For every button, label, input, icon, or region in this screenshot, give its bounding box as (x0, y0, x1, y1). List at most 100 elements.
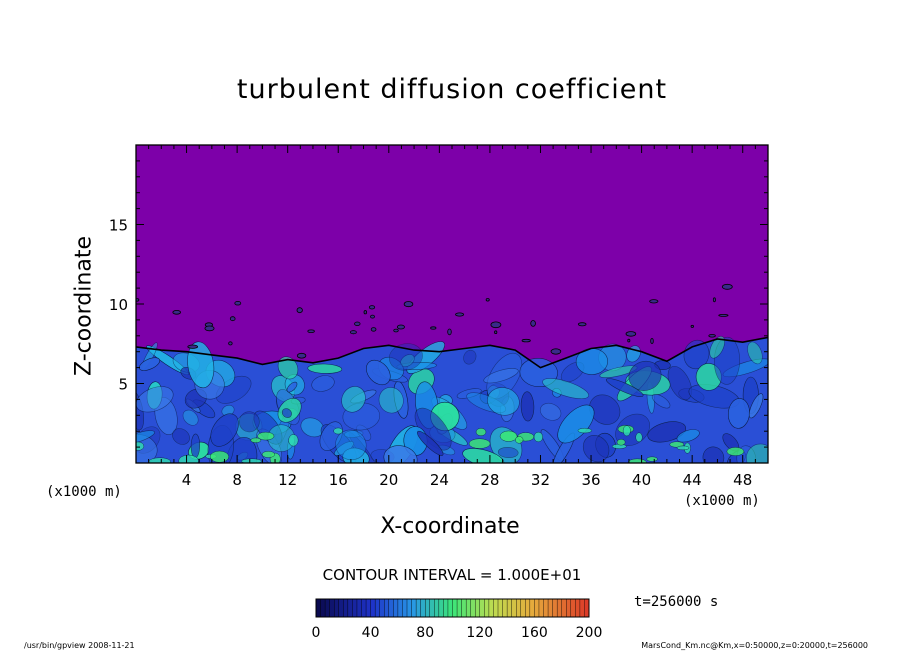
colorbar-strip (420, 598, 426, 618)
turbulent-eddy (238, 411, 260, 433)
turbulent-field (136, 283, 768, 463)
x-tick-label: 48 (733, 471, 752, 489)
x-tick-label: 28 (480, 471, 499, 489)
x-tick-label: 36 (581, 471, 600, 489)
x-unit-right: (x1000 m) (684, 493, 760, 509)
colorbar-strip (365, 598, 372, 618)
turbulent-eddy (307, 363, 343, 374)
x-tick-label: 40 (632, 471, 651, 489)
small-contour (627, 338, 631, 343)
colorbar-strip (425, 598, 431, 618)
colorbar-strip (529, 598, 535, 618)
colorbar-strip (343, 598, 349, 618)
small-contour (521, 338, 531, 343)
colorbar-strip (506, 598, 513, 618)
colorbar-strip (388, 598, 394, 618)
colorbar-strip (511, 598, 517, 618)
high-diffusivity-spot (499, 430, 518, 442)
turbulent-eddy (281, 408, 292, 418)
turbulent-eddy (626, 345, 641, 363)
small-contour (229, 316, 236, 322)
colorbar-strip (329, 598, 335, 618)
colorbar-strip (484, 598, 490, 618)
turbulent-eddy (311, 375, 335, 392)
small-contour (370, 314, 375, 319)
colorbar-strip (384, 598, 390, 618)
colorbar-strip (525, 598, 531, 618)
small-contour (494, 330, 498, 335)
turbulent-eddy (366, 359, 391, 386)
y-tick-label: 10 (109, 296, 128, 314)
turbulent-eddy (746, 443, 768, 463)
high-diffusivity-spot (261, 450, 275, 458)
colorbar-strip (320, 598, 326, 618)
small-contour (296, 307, 303, 314)
x-tick-label: 4 (182, 471, 192, 489)
turbulent-eddy (487, 387, 520, 416)
small-contour (718, 313, 729, 317)
turbulent-eddy (335, 429, 367, 461)
small-contour (650, 338, 654, 344)
turbulent-eddy (647, 421, 687, 443)
colorbar-strip (452, 598, 458, 618)
turbulent-eddy (497, 446, 519, 459)
turbulent-eddy (190, 433, 201, 459)
colorbar-strip (456, 598, 463, 618)
turbulent-eddy (341, 386, 366, 413)
colorbar-strip (470, 598, 476, 618)
small-contour (447, 328, 452, 336)
small-contour (712, 297, 716, 303)
turbulent-eddy (182, 409, 199, 426)
chart-title: turbulent diffusion coefficient (236, 74, 668, 105)
small-contour (530, 320, 536, 327)
small-contour (721, 283, 733, 290)
small-contour (296, 352, 307, 359)
footer-left: /usr/bin/gpview 2008-11-21 (24, 641, 135, 650)
high-diffusivity-spot (241, 458, 262, 463)
high-diffusivity-spot (646, 456, 658, 462)
colorbar-strip (352, 598, 358, 618)
time-label: t=256000 s (634, 594, 719, 610)
colorbar-strip (415, 598, 422, 618)
x-tick-label: 32 (531, 471, 550, 489)
colorbar-strip (497, 598, 504, 618)
high-diffusivity-spot (726, 447, 745, 456)
small-contour (368, 305, 376, 310)
small-contour (393, 328, 399, 333)
small-contour (550, 348, 562, 355)
colorbar-strip (356, 598, 363, 618)
x-tick-label: 12 (278, 471, 297, 489)
high-diffusivity-spot (250, 437, 262, 443)
high-diffusivity-spot (257, 431, 275, 441)
x-unit-left: (x1000 m) (46, 484, 122, 500)
colorbar-strip (334, 598, 340, 618)
colorbar-strip (429, 598, 435, 618)
colorbar-strip (443, 598, 449, 618)
colorbar-strip (406, 598, 413, 618)
turbulent-eddy (138, 357, 161, 371)
high-diffusivity-spot (635, 432, 643, 443)
high-diffusivity-spot (475, 427, 487, 437)
small-contour (187, 344, 199, 349)
small-contour (204, 325, 215, 332)
colorbar-strip (547, 598, 554, 618)
high-diffusivity-spot (616, 438, 626, 446)
turbulent-eddy (286, 381, 298, 393)
turbulent-eddy (267, 424, 296, 453)
colorbar-strip (543, 598, 549, 618)
turbulent-eddy (210, 413, 239, 447)
small-contour (370, 327, 377, 332)
colorbar-strip (579, 598, 585, 618)
small-contour (172, 309, 182, 315)
small-contour (690, 324, 694, 328)
y-tick-label: 5 (118, 376, 128, 394)
high-diffusivity-spot (148, 457, 171, 463)
colorbar-strip (566, 598, 572, 618)
colorbar-strip (393, 598, 399, 618)
turbulent-eddy (605, 378, 644, 397)
x-tick-label: 20 (379, 471, 398, 489)
high-diffusivity-spot (468, 438, 491, 449)
turbulent-eddy (589, 394, 621, 425)
small-contour (354, 321, 361, 326)
turbulent-eddy (383, 445, 418, 463)
